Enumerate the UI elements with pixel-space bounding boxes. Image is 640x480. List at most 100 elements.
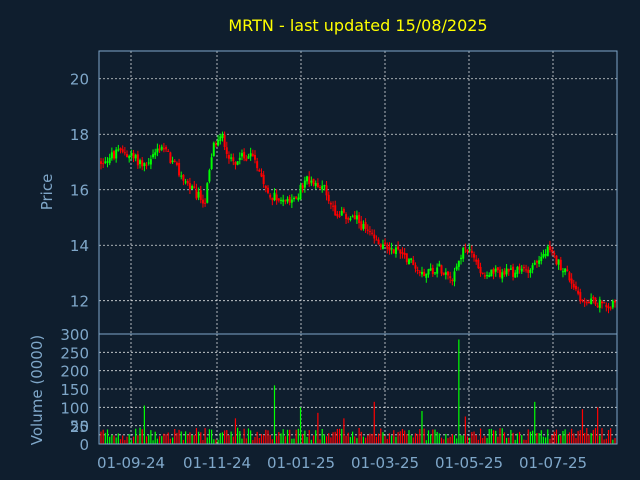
volume-bar (354, 436, 356, 444)
candle-body (449, 276, 452, 279)
volume-bar (256, 431, 258, 444)
candle-body (605, 304, 608, 308)
volume-bar (152, 440, 154, 444)
chart-title: MRTN - last updated 15/08/2025 (228, 16, 487, 35)
candle-body (178, 162, 181, 176)
volume-bar (534, 401, 536, 444)
candle-body (175, 162, 178, 165)
volume-bar (167, 432, 169, 444)
volume-bar (460, 435, 462, 444)
candle-body (353, 215, 356, 220)
volume-bar (310, 439, 312, 444)
volume-bar (254, 436, 256, 444)
candle-body (596, 305, 599, 308)
candle-body (611, 301, 614, 308)
candle-body (483, 275, 486, 277)
volume-bar (482, 438, 484, 444)
candle-body (585, 302, 588, 304)
volume-bar (430, 434, 432, 444)
candle-body (457, 260, 460, 267)
candle-body (156, 148, 159, 153)
candle-body (221, 134, 224, 138)
volume-bar (436, 431, 438, 444)
candle-body (236, 161, 239, 165)
volume-tick-label: 300 (60, 326, 89, 344)
candle-body (505, 268, 508, 275)
candle-body (490, 269, 493, 277)
volume-bar (499, 428, 501, 444)
candle-body (134, 154, 137, 159)
candle-body (405, 253, 408, 263)
candle-body (130, 153, 133, 156)
candle-body (191, 185, 194, 190)
candle-body (110, 152, 113, 159)
volume-bar (505, 437, 508, 444)
candle-body (397, 246, 400, 250)
candle-body (548, 246, 551, 251)
volume-bar (475, 434, 477, 444)
candle-body (308, 176, 311, 184)
candle-body (360, 221, 363, 230)
volume-bar (388, 433, 391, 444)
candle-body (338, 215, 341, 217)
volume-bar (150, 430, 152, 444)
volume-bar (456, 438, 458, 444)
volume-bar (230, 431, 232, 444)
volume-bar (375, 436, 378, 444)
candle-body (600, 301, 603, 304)
candle-body (499, 269, 502, 278)
volume-bar (117, 433, 119, 444)
candle-body (388, 247, 391, 251)
price-tick-label: 18 (70, 126, 89, 144)
price-axis-label: Price (38, 174, 56, 211)
candle-body (269, 194, 272, 198)
volume-bar (237, 427, 239, 444)
volume-bar (397, 432, 399, 444)
volume-bar (362, 436, 365, 444)
volume-bar (258, 438, 260, 444)
volume-bar (302, 434, 304, 444)
candle-body (217, 139, 220, 146)
candle-body (195, 188, 198, 199)
volume-bar (154, 431, 156, 444)
volume-bar (200, 432, 202, 444)
candle-body (529, 269, 532, 273)
volume-bar (286, 429, 289, 444)
volume-bar (586, 428, 588, 444)
candle-body (603, 302, 606, 304)
candle-body (583, 301, 586, 303)
candle-body (394, 247, 397, 254)
volume-bar (551, 435, 553, 444)
candle-body (577, 290, 580, 294)
candle-body (329, 203, 332, 205)
volume-bar (404, 430, 406, 444)
candle-body (453, 271, 456, 282)
volume-bar (562, 430, 564, 444)
volume-bar (449, 436, 451, 444)
candle-body (512, 266, 515, 277)
candle-body (527, 269, 530, 273)
volume-bar (605, 438, 607, 444)
volume-bar (558, 434, 560, 444)
candle-body (507, 268, 510, 272)
volume-bar (445, 433, 447, 444)
candle-body (210, 157, 213, 170)
candle-body (514, 272, 517, 278)
volume-bar (373, 401, 375, 444)
candle-body (451, 279, 454, 281)
volume-bar (234, 418, 237, 444)
candle-body (147, 162, 150, 164)
volume-tick-label: 200 (60, 363, 89, 381)
volume-bar (321, 428, 323, 444)
volume-bar (347, 432, 349, 444)
volume-bar (382, 432, 384, 444)
candle-body (119, 148, 122, 151)
volume-bar (462, 435, 464, 444)
candle-body (590, 298, 593, 305)
volume-bar (267, 430, 269, 444)
volume-bar (304, 430, 306, 444)
volume-bar (453, 435, 456, 444)
volume-bar (412, 437, 414, 444)
volume-bar (549, 438, 551, 444)
volume-bar (542, 436, 545, 444)
